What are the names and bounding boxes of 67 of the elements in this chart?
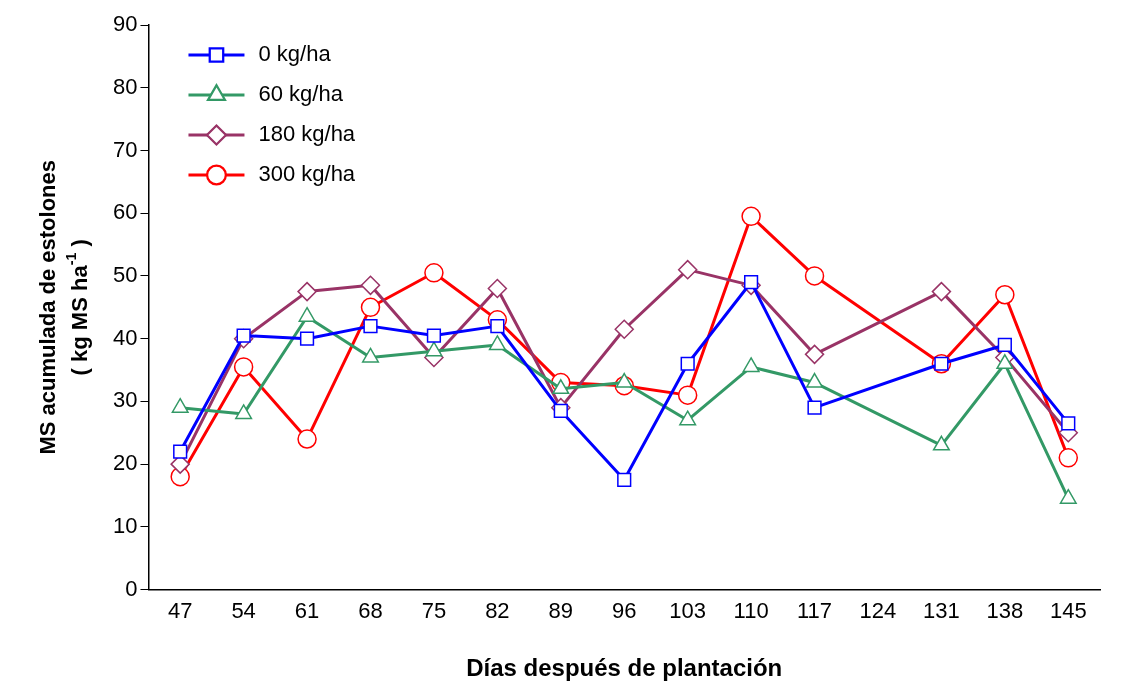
point	[679, 410, 697, 426]
point	[425, 341, 443, 357]
point	[932, 435, 950, 451]
y-tick-label: 70	[112, 136, 138, 162]
point	[173, 444, 188, 459]
x-tick-label: 82	[485, 597, 510, 623]
point	[741, 206, 761, 227]
y-tick-label: 30	[112, 387, 138, 413]
x-tick-label: 103	[669, 597, 707, 623]
x-tick-label: 138	[986, 597, 1024, 623]
x-tick-label: 117	[797, 597, 833, 623]
x-tick-label: 89	[548, 597, 574, 623]
y-tick-label: 50	[112, 262, 138, 287]
point	[742, 357, 760, 373]
y-tick-label: 0	[125, 575, 138, 601]
point	[299, 331, 315, 346]
y-tick-label: 90	[112, 11, 138, 37]
legend-label: 180 kg/ha	[258, 121, 356, 147]
x-tick-label: 68	[358, 597, 383, 623]
x-tick-label: 145	[1049, 597, 1087, 623]
x-tick-label: 47	[167, 597, 193, 623]
point	[235, 404, 253, 420]
point	[931, 281, 952, 302]
point	[297, 429, 317, 449]
x-tick-label: 75	[421, 597, 447, 623]
legend-label: 0 kg/ha	[258, 41, 332, 67]
point	[233, 357, 254, 377]
x-tick-label: 61	[294, 597, 320, 623]
y-tick-label: 80	[112, 73, 138, 99]
legend-label: 300 kg/ha	[258, 161, 356, 187]
point	[807, 400, 822, 415]
y-tick-label: 60	[112, 199, 138, 225]
point	[490, 319, 505, 334]
point	[297, 281, 317, 302]
point	[617, 472, 632, 487]
point	[553, 403, 568, 418]
point	[614, 319, 634, 340]
x-tick-label: 131	[923, 597, 960, 623]
point	[1058, 448, 1079, 468]
point	[360, 297, 381, 318]
point	[677, 385, 698, 405]
point	[424, 263, 444, 283]
point	[360, 275, 381, 296]
legend-label: 60 kg/ha	[258, 81, 344, 107]
y-tick-label: 10	[112, 512, 138, 538]
point	[680, 356, 695, 371]
point	[1061, 416, 1076, 431]
x-tick-label: 124	[859, 597, 897, 623]
point	[363, 319, 378, 334]
point	[804, 266, 825, 286]
point	[487, 278, 508, 299]
point	[997, 337, 1012, 353]
y-tick-label: 20	[112, 450, 138, 476]
point	[995, 285, 1015, 305]
point	[743, 275, 759, 290]
y-tick-label: 40	[112, 324, 138, 350]
x-axis-title: Días después de plantación	[466, 654, 783, 682]
x-tick-label: 54	[231, 597, 256, 623]
point	[804, 344, 825, 365]
point	[552, 379, 570, 395]
point	[1059, 488, 1077, 504]
point	[426, 328, 442, 343]
point	[488, 335, 506, 351]
point	[677, 259, 698, 280]
point	[996, 354, 1014, 370]
x-tick-label: 110	[733, 597, 769, 623]
x-tick-label: 96	[611, 597, 637, 623]
